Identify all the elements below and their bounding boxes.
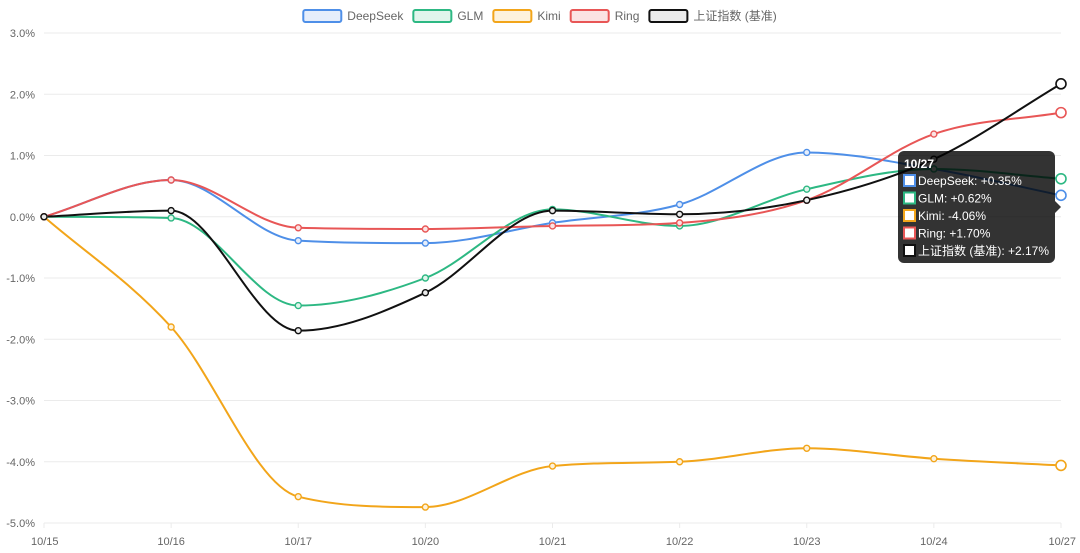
x-tick-label: 10/17 — [284, 536, 312, 548]
tooltip-line: DeepSeek: +0.35% — [918, 174, 1022, 188]
legend-label: Kimi — [537, 9, 560, 23]
x-tick-label: 10/22 — [666, 536, 694, 548]
y-tick-label: -2.0% — [6, 334, 35, 346]
series-line-4 — [43, 82, 1062, 332]
legend-item-1[interactable]: GLM — [412, 9, 483, 23]
data-point[interactable] — [675, 210, 684, 219]
legend-item-4[interactable]: 上证指数 (基准) — [648, 8, 777, 23]
data-point[interactable] — [1055, 172, 1067, 185]
data-point[interactable] — [421, 274, 430, 282]
grid-lines — [43, 32, 1062, 528]
data-point[interactable] — [294, 224, 302, 232]
y-axis: 3.0% 2.0% 1.0% 0.0% -1.0% -2.0% -3.0% -4.0% -5.0… — [6, 28, 35, 530]
x-tick-label: 10/16 — [157, 536, 185, 548]
data-point[interactable] — [803, 185, 811, 193]
series-line-2 — [43, 215, 1062, 509]
x-tick-label: 10/27 — [1048, 536, 1076, 548]
legend-swatch — [492, 9, 533, 23]
legend-label: GLM — [457, 9, 483, 23]
tooltip-line: Kimi: -4.06% — [918, 209, 986, 223]
x-tick-label: 10/21 — [539, 536, 567, 548]
y-tick-label: 2.0% — [10, 89, 35, 101]
y-tick-label: -1.0% — [6, 273, 35, 285]
x-axis: 10/15 10/16 10/17 10/20 10/21 10/22 10/23 10/24… — [31, 536, 1076, 548]
tooltip-swatch — [903, 209, 916, 222]
data-point[interactable] — [803, 196, 811, 204]
legend-swatch — [569, 9, 610, 23]
x-tick-label: 10/24 — [920, 536, 948, 548]
data-point[interactable] — [548, 222, 557, 230]
y-tick-label: 3.0% — [10, 28, 35, 40]
data-point[interactable] — [803, 444, 811, 452]
data-point[interactable] — [294, 326, 302, 335]
data-point[interactable] — [167, 214, 175, 222]
data-point[interactable] — [930, 454, 938, 463]
data-point[interactable] — [803, 148, 811, 157]
legend-label: 上证指数 (基准) — [693, 8, 776, 23]
series-lines — [43, 82, 1062, 509]
tooltip-line: Ring: +1.70% — [918, 227, 991, 241]
tooltip: 10/27 DeepSeek: +0.35% GLM: +0.62% Kimi: -4… — [898, 151, 1061, 263]
data-point[interactable] — [675, 219, 684, 227]
tooltip-swatch — [903, 174, 916, 187]
y-tick-label: -3.0% — [6, 396, 35, 408]
legend-item-3[interactable]: Ring — [569, 9, 640, 23]
data-point[interactable] — [1055, 459, 1067, 472]
tooltip-line: GLM: +0.62% — [918, 192, 992, 206]
data-point[interactable] — [294, 492, 302, 501]
data-point[interactable] — [294, 236, 302, 245]
data-point[interactable] — [675, 200, 684, 209]
legend-swatch — [648, 9, 689, 23]
y-tick-label: -5.0% — [6, 518, 35, 530]
legend-item-0[interactable]: DeepSeek — [302, 9, 404, 23]
data-point[interactable] — [167, 323, 175, 331]
data-point[interactable] — [421, 239, 430, 247]
tooltip-title: 10/27 — [904, 157, 934, 171]
tooltip-swatch — [903, 191, 916, 205]
data-point[interactable] — [421, 503, 430, 511]
data-point[interactable] — [1055, 78, 1067, 90]
data-point[interactable] — [40, 213, 48, 221]
legend-swatch — [412, 9, 453, 23]
data-point[interactable] — [167, 176, 175, 184]
y-tick-label: -4.0% — [6, 457, 35, 469]
tooltip-box: 10/27 DeepSeek: +0.35% GLM: +0.62% Kimi: -4… — [898, 151, 1061, 263]
data-point[interactable] — [421, 225, 430, 233]
legend: DeepSeek GLM Kimi Ring 上证指数 (基准) — [302, 8, 777, 23]
legend-item-2[interactable]: Kimi — [492, 9, 561, 23]
x-tick-label: 10/23 — [793, 536, 821, 548]
legend-label: Ring — [615, 9, 640, 23]
tooltip-swatch — [903, 226, 916, 240]
y-tick-label: 0.0% — [10, 212, 35, 224]
data-point[interactable] — [1055, 106, 1067, 119]
data-point[interactable] — [167, 206, 175, 215]
y-tick-label: 1.0% — [10, 151, 35, 163]
data-point[interactable] — [1055, 189, 1067, 202]
data-point[interactable] — [675, 458, 684, 466]
data-point[interactable] — [930, 130, 938, 138]
tooltip-swatch — [903, 244, 916, 257]
tooltip-line: 上证指数 (基准): +2.17% — [918, 243, 1049, 258]
tooltip-background — [898, 151, 1055, 263]
data-point[interactable] — [421, 289, 430, 297]
data-point[interactable] — [294, 301, 302, 310]
data-point[interactable] — [548, 206, 557, 215]
legend-label: DeepSeek — [347, 9, 404, 23]
tooltip-caret — [1055, 201, 1061, 213]
legend-swatch — [302, 9, 343, 23]
series-points — [40, 78, 1067, 511]
data-point[interactable] — [548, 462, 557, 470]
x-tick-label: 10/15 — [31, 536, 59, 548]
x-tick-label: 10/20 — [412, 536, 440, 548]
